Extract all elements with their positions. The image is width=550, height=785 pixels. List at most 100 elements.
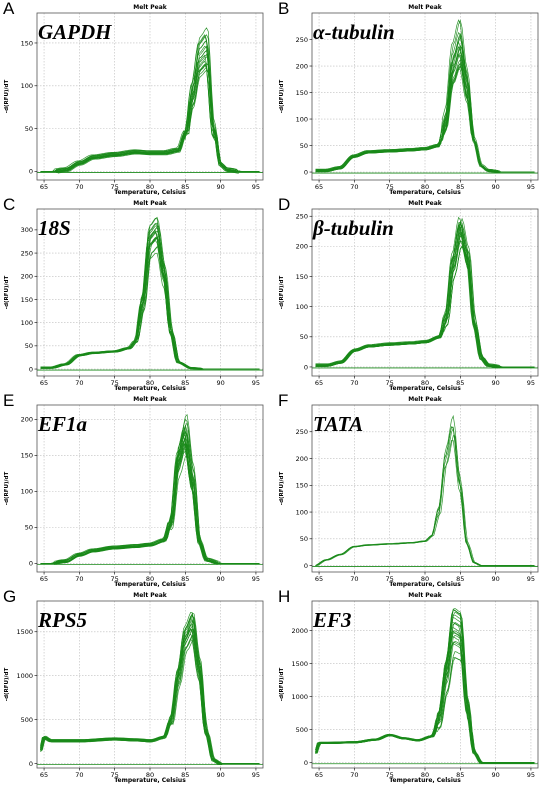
y-tick-label: 200 [296, 243, 308, 251]
y-tick-label: 0 [304, 759, 308, 767]
panel-letter: C [3, 195, 16, 214]
gene-label: α-tubulin [313, 20, 395, 44]
y-tick-label: 0 [29, 560, 33, 568]
x-tick-label: 75 [111, 379, 119, 387]
chart-title: Melt Peak [133, 592, 168, 599]
x-tick-label: 65 [40, 183, 48, 191]
x-tick-label: 65 [315, 575, 323, 583]
y-tick-label: 1500 [16, 628, 33, 636]
y-tick-label: 150 [296, 273, 308, 281]
x-tick-label: 85 [181, 771, 189, 779]
x-tick-label: 95 [527, 379, 535, 387]
melt-curve [315, 224, 535, 368]
melt-curve [40, 246, 260, 370]
x-tick-label: 85 [456, 575, 464, 583]
panel-letter: B [278, 0, 290, 18]
y-tick-label: 50 [300, 333, 308, 341]
x-tick-label: 95 [252, 771, 260, 779]
x-tick-label: 85 [181, 575, 189, 583]
x-tick-label: 75 [386, 379, 394, 387]
y-axis-label: -d(RFU)/dT [4, 276, 10, 310]
chart-title: Melt Peak [408, 396, 443, 403]
x-tick-label: 90 [491, 771, 499, 779]
y-tick-label: 1000 [291, 693, 308, 701]
gene-label: 18S [38, 216, 71, 240]
y-axis-label: -d(RFU)/dT [4, 472, 10, 506]
panel-letter: D [278, 195, 291, 214]
x-tick-label: 95 [252, 575, 260, 583]
x-tick-label: 90 [216, 183, 224, 191]
x-tick-label: 95 [252, 183, 260, 191]
y-tick-label: 200 [296, 62, 308, 70]
x-tick-label: 70 [75, 575, 83, 583]
x-tick-label: 85 [181, 183, 189, 191]
x-tick-label: 90 [216, 379, 224, 387]
x-tick-label: 80 [146, 183, 154, 191]
melt-peak-chart: 65 70 75 80 85 90 95 0 50 100 150 200 250 Melt Peak Te… [279, 4, 539, 196]
y-tick-label: 200 [21, 273, 33, 281]
x-axis-label: Temperature, Celsius [389, 777, 461, 784]
panel-letter: E [3, 391, 15, 410]
x-tick-label: 70 [350, 575, 358, 583]
x-tick-label: 65 [40, 771, 48, 779]
panel-b: 65 70 75 80 85 90 95 0 50 100 150 200 250 Melt Peak Te… [275, 0, 550, 196]
y-tick-label: 100 [296, 115, 308, 123]
y-tick-label: 250 [21, 249, 33, 257]
chart-title: Melt Peak [133, 200, 168, 207]
y-tick-label: 250 [296, 213, 308, 221]
y-tick-label: 1500 [291, 660, 308, 668]
x-axis-label: Temperature, Celsius [389, 581, 461, 588]
x-tick-label: 65 [40, 575, 48, 583]
melt-curve [40, 39, 260, 172]
gene-label: β-tubulin [313, 216, 394, 240]
y-tick-label: 1000 [16, 672, 33, 680]
melt-peak-chart: 65 70 75 80 85 90 95 0 500 1000 1500 2000 Melt Peak T… [279, 592, 539, 784]
y-tick-label: 50 [25, 524, 33, 532]
y-tick-label: 100 [296, 303, 308, 311]
chart-title: Melt Peak [408, 4, 443, 11]
panel-letter: H [278, 587, 291, 606]
x-tick-label: 80 [421, 183, 429, 191]
x-tick-label: 75 [111, 183, 119, 191]
chart-title: Melt Peak [408, 200, 443, 207]
y-axis-label: -d(RFU)/dT [279, 80, 285, 114]
x-tick-label: 65 [315, 771, 323, 779]
panel-c: 65 70 75 80 85 90 95 0 50 100 150 200 250 300 Melt Pea… [0, 195, 275, 392]
panel-f: 65 70 75 80 85 90 95 0 50 100 150 200 250 Melt Peak Te… [275, 391, 550, 588]
y-tick-label: 250 [296, 428, 308, 436]
x-tick-label: 80 [146, 575, 154, 583]
x-tick-label: 75 [386, 575, 394, 583]
y-tick-label: 250 [296, 36, 308, 44]
y-axis-label: -d(RFU)/dT [279, 668, 285, 702]
gene-label: EF3 [313, 608, 352, 632]
x-tick-label: 85 [456, 379, 464, 387]
y-tick-label: 200 [296, 455, 308, 463]
x-tick-label: 95 [527, 575, 535, 583]
y-tick-label: 2000 [291, 627, 308, 635]
panel-letter: G [3, 587, 17, 606]
x-tick-label: 70 [350, 183, 358, 191]
x-tick-label: 65 [315, 379, 323, 387]
melt-curve [315, 657, 535, 764]
melt-curve [40, 64, 260, 172]
melt-curve [40, 628, 260, 765]
x-tick-label: 90 [216, 771, 224, 779]
y-tick-label: 150 [21, 452, 33, 460]
x-tick-label: 90 [216, 575, 224, 583]
chart-title: Melt Peak [133, 396, 168, 403]
x-tick-label: 75 [111, 575, 119, 583]
y-tick-label: 50 [300, 142, 308, 150]
y-tick-label: 150 [296, 482, 308, 490]
melt-curve [315, 427, 535, 566]
x-tick-label: 90 [491, 575, 499, 583]
melt-peak-chart: 65 70 75 80 85 90 95 0 50 100 150 Melt Peak Temperat… [4, 4, 264, 196]
melt-peak-chart: 65 70 75 80 85 90 95 0 50 100 150 200 250 Melt Peak Te… [279, 396, 539, 588]
melt-curve [315, 226, 535, 369]
panel-e: 65 70 75 80 85 90 95 0 50 100 150 200 Melt Peak Tempe… [0, 391, 275, 588]
x-tick-label: 80 [146, 771, 154, 779]
y-tick-label: 500 [21, 716, 33, 724]
x-tick-label: 80 [146, 379, 154, 387]
melt-curve [315, 36, 535, 173]
x-tick-label: 75 [386, 183, 394, 191]
x-axis-label: Temperature, Celsius [114, 385, 186, 392]
